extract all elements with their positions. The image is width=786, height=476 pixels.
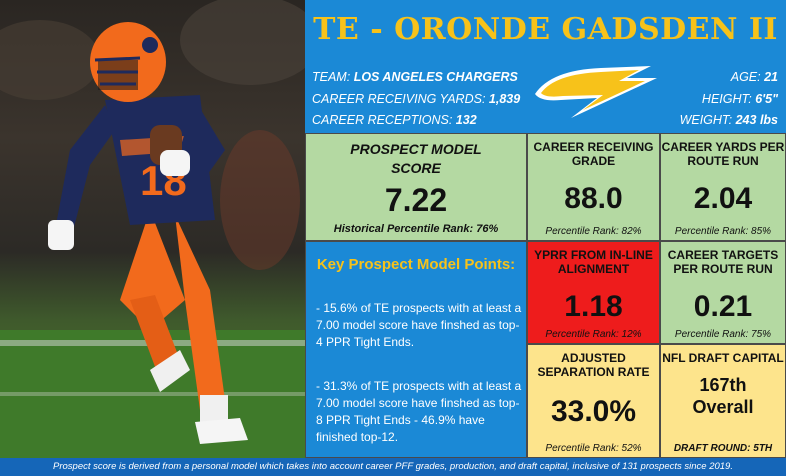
player-illustration: 18 [0, 0, 305, 458]
weight-value: 243 lbs [735, 113, 778, 127]
key-point-1: - 15.6% of TE prospects with at least a … [316, 301, 522, 349]
height-label: HEIGHT: [701, 92, 752, 106]
receiving-yards-label: CAREER RECEIVING YARDS: [312, 92, 486, 106]
receiving-grade-card: CAREER RECEIVING GRADE 88.0 Percentile R… [527, 133, 660, 241]
age-label: AGE: [730, 70, 761, 84]
age-info: AGE: 21 [731, 70, 778, 84]
separation-value: 33.0% [550, 395, 637, 428]
draft-round: DRAFT ROUND: 5TH [673, 443, 773, 454]
receptions-label: CAREER RECEPTIONS: [312, 113, 453, 127]
player-photo: 18 [0, 0, 305, 458]
tprr-percentile: Percentile Rank: 75% [674, 329, 772, 340]
prospect-score-label: PROSPECT MODEL SCORE [350, 141, 482, 176]
separation-label: ADJUSTED SEPARATION RATE [537, 351, 650, 379]
yprr-card: CAREER YARDS PER ROUTE RUN 2.04 Percenti… [660, 133, 786, 241]
receptions-info: CAREER RECEPTIONS: 132 [312, 113, 477, 127]
inline-yprr-label: YPRR FROM IN-LINE ALIGNMENT [534, 248, 653, 276]
receiving-yards-info: CAREER RECEIVING YARDS: 1,839 [312, 92, 520, 106]
team-value: LOS ANGELES CHARGERS [353, 70, 518, 84]
receiving-grade-label: CAREER RECEIVING GRADE [533, 140, 654, 168]
team-label: TEAM: [312, 70, 351, 84]
receptions-value: 132 [455, 113, 477, 127]
inline-yprr-value: 1.18 [564, 290, 623, 323]
separation-percentile: Percentile Rank: 52% [545, 443, 642, 454]
weight-label: WEIGHT: [679, 113, 733, 127]
footer-note: Prospect score is derived from a persona… [0, 458, 786, 476]
age-value: 21 [764, 70, 778, 84]
receiving-grade-value: 88.0 [564, 182, 623, 215]
draft-pick-value: 167th [699, 375, 747, 395]
player-name-title: TE - ORONDE GADSDEN II [313, 12, 778, 47]
inline-yprr-percentile: Percentile Rank: 12% [545, 329, 642, 340]
draft-capital-card: NFL DRAFT CAPITAL 167th Overall DRAFT RO… [660, 344, 786, 458]
tprr-value: 0.21 [693, 290, 753, 323]
tprr-card: CAREER TARGETS PER ROUTE RUN 0.21 Percen… [660, 241, 786, 344]
height-info: HEIGHT: 6'5" [702, 92, 778, 106]
header-panel: TE - ORONDE GADSDEN II TEAM: LOS ANGELES… [305, 0, 786, 133]
yprr-label: CAREER YARDS PER ROUTE RUN [661, 140, 785, 168]
key-point-2: - 31.3% of TE prospects with at least a … [316, 379, 522, 444]
tprr-label: CAREER TARGETS PER ROUTE RUN [667, 248, 779, 276]
yprr-percentile: Percentile Rank: 85% [674, 226, 772, 237]
inline-yprr-card: YPRR FROM IN-LINE ALIGNMENT 1.18 Percent… [527, 241, 660, 344]
key-points-title: Key Prospect Model Points: [316, 256, 516, 273]
height-value: 6'5" [755, 92, 778, 106]
draft-capital-label: NFL DRAFT CAPITAL [662, 351, 784, 365]
prospect-score-card: PROSPECT MODEL SCORE 7.22 Historical Per… [305, 133, 527, 241]
historical-rank: Historical Percentile Rank: 76% [333, 223, 499, 235]
team-info: TEAM: LOS ANGELES CHARGERS [312, 70, 518, 84]
weight-info: WEIGHT: 243 lbs [680, 113, 778, 127]
yprr-value: 2.04 [693, 182, 753, 215]
draft-overall-label: Overall [692, 397, 754, 417]
separation-card: ADJUSTED SEPARATION RATE 33.0% Percentil… [527, 344, 660, 458]
key-points-panel: Key Prospect Model Points: - 15.6% of TE… [305, 241, 527, 458]
chargers-bolt-icon [535, 66, 657, 118]
receiving-yards-value: 1,839 [488, 92, 521, 106]
receiving-grade-percentile: Percentile Rank: 82% [545, 226, 642, 237]
prospect-score-value: 7.22 [384, 182, 448, 218]
